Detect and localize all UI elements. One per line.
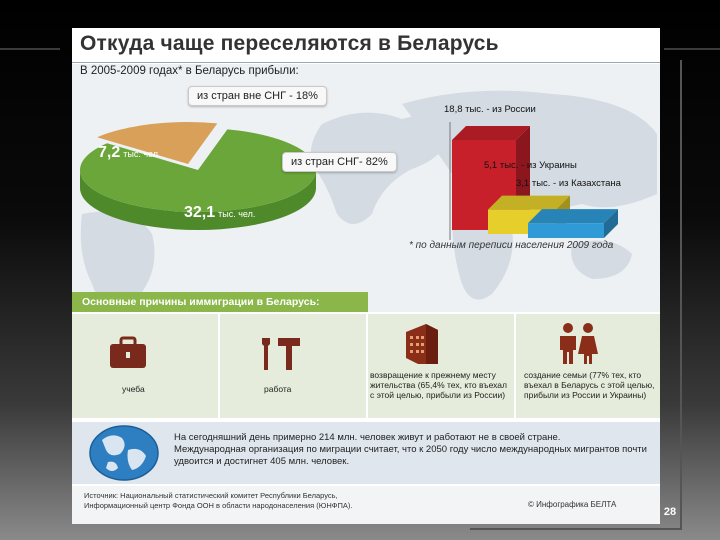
- reasons-row: учеба работа возвращение к прежнему мест…: [72, 312, 660, 422]
- pie-label-non-cis: 7,2 тыс. чел.: [98, 144, 161, 161]
- building-icon: [406, 324, 438, 364]
- page-title: Откуда чаще переселяются в Беларусь: [80, 32, 499, 55]
- reason-label-return: возвращение к прежнему месту жительства …: [370, 370, 507, 400]
- migration-info-panel: В 2005-2009 годах* в Беларусь прибыли: 7…: [72, 64, 660, 316]
- bar-label-1: 5,1 тыс. - из Украины: [484, 160, 577, 171]
- credit-text: © Инфографика БЕЛТА: [528, 500, 617, 509]
- source-line-1: Источник: Национальный статистический ко…: [84, 491, 338, 500]
- source-footer: Источник: Национальный статистический ко…: [72, 486, 660, 524]
- infographic-slide: Откуда чаще переселяются в Беларусь В 20…: [72, 28, 660, 524]
- reason-label-work: работа: [264, 384, 292, 394]
- global-migration-text-2: Международная организация по миграции сч…: [174, 444, 647, 467]
- reason-card-study: учеба: [72, 314, 218, 418]
- pie-slice-non-cis: [97, 122, 218, 164]
- briefcase-icon: [110, 336, 146, 368]
- pie-label-cis: 32,1 тыс. чел.: [184, 204, 256, 221]
- global-migration-text: На сегодняшний день примерно 214 млн. че…: [174, 432, 652, 468]
- globe-icon: [89, 425, 159, 481]
- intro-text: В 2005-2009 годах* в Беларусь прибыли:: [80, 65, 299, 77]
- reason-label-family: создание семьи (77% тех, кто въехал в Бе…: [524, 370, 655, 400]
- pie-depth: [80, 170, 316, 230]
- source-text: Источник: Национальный статистический ко…: [84, 491, 352, 511]
- reason-card-return: возвращение к прежнему месту жительства …: [368, 314, 514, 418]
- couple-icon: [560, 323, 598, 364]
- page-number: 28: [663, 506, 677, 518]
- bar-label-0: 18,8 тыс. - из России: [444, 104, 536, 115]
- reasons-header: Основные причины иммиграции в Беларусь:: [72, 292, 368, 312]
- bar-chart: [449, 122, 618, 240]
- reason-card-work: работа: [220, 314, 366, 418]
- source-line-2: Информационный центр Фонда ООН в области…: [84, 501, 353, 510]
- callout-non-cis: из стран вне СНГ - 18%: [188, 86, 327, 106]
- reason-card-family: создание семьи (77% тех, кто въехал в Бе…: [516, 314, 660, 418]
- census-footnote: * по данным переписи населения 2009 года: [409, 240, 614, 251]
- bar-2: [528, 209, 618, 238]
- title-rule: [72, 62, 660, 63]
- bar-label-2: 3,1 тыс. - из Казахстана: [516, 178, 621, 189]
- frame-line-bottom: [470, 528, 682, 530]
- global-migration-panel: На сегодняшний день примерно 214 млн. че…: [72, 422, 660, 484]
- tools-icon: [262, 338, 300, 370]
- decorative-dash-right: [664, 48, 720, 50]
- reason-label-study: учеба: [122, 384, 145, 394]
- frame-line-right: [680, 60, 682, 530]
- pie-slice-cis: [80, 129, 316, 213]
- pie-chart: [80, 122, 316, 230]
- callout-cis: из стран СНГ- 82%: [282, 152, 397, 172]
- decorative-dash-left: [0, 48, 60, 50]
- global-migration-text-1: На сегодняшний день примерно 214 млн. че…: [174, 432, 561, 443]
